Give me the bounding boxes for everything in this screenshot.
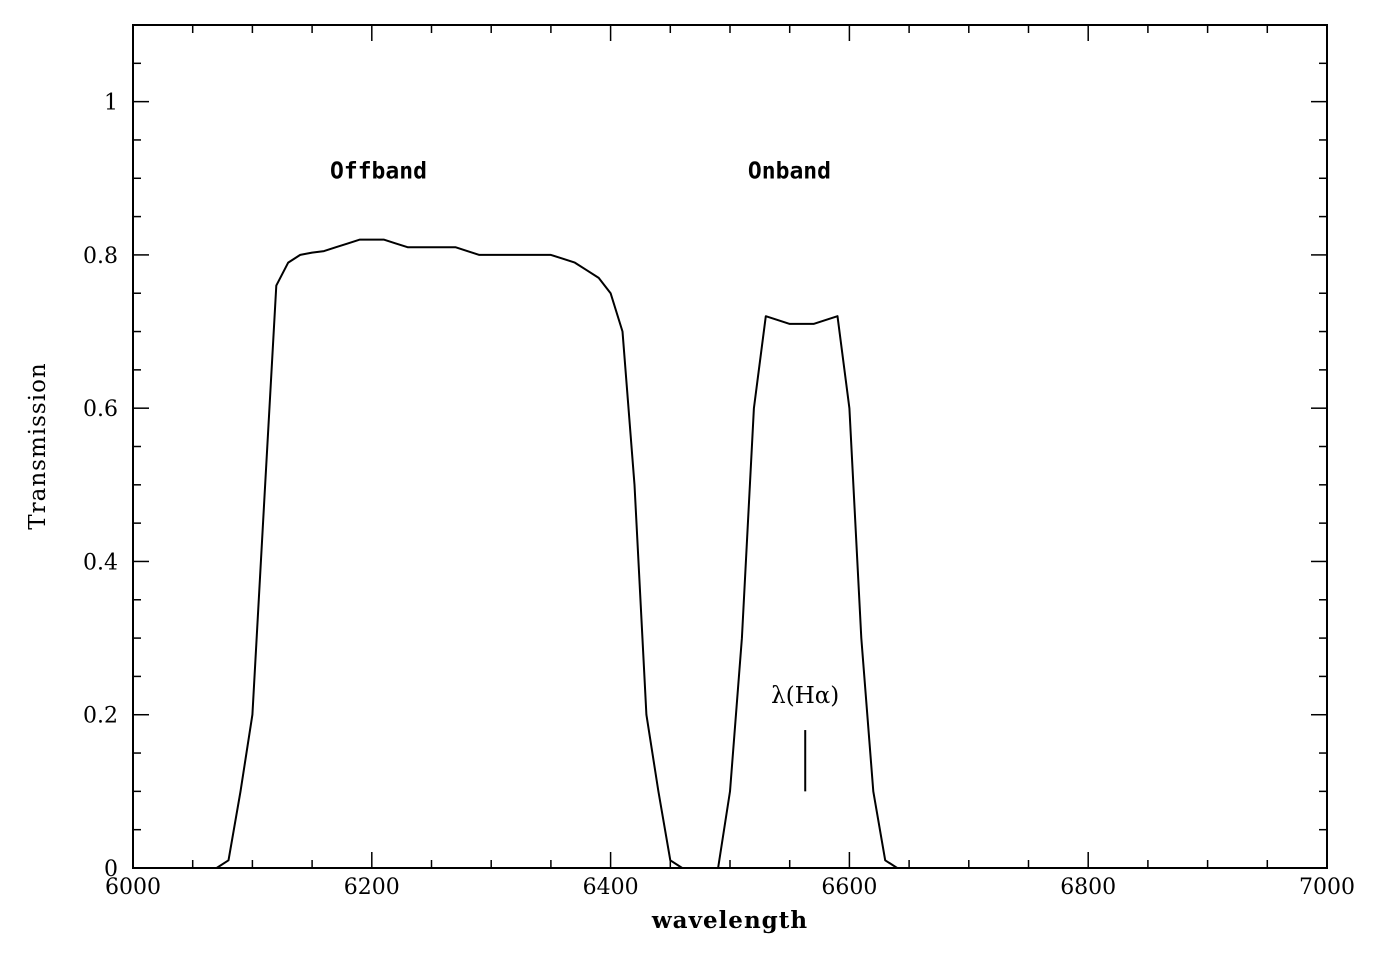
y-tick-label: 0 <box>104 857 118 882</box>
x-axis-title: wavelength <box>651 907 808 934</box>
x-tick-label: 6400 <box>583 875 639 900</box>
band-label-onband: Onband <box>748 158 831 184</box>
x-tick-label: 6000 <box>105 875 161 900</box>
annotation-layer: Offband Onband λ(Hα) <box>330 158 839 709</box>
y-tick-label: 0.6 <box>83 397 118 422</box>
axis-ticks <box>132 24 1328 869</box>
band-label-offband: Offband <box>330 158 427 184</box>
y-tick-label: 1 <box>104 91 118 116</box>
y-tick-label: 0.8 <box>83 244 118 269</box>
x-tick-label: 6600 <box>821 875 877 900</box>
y-tick-label: 0.4 <box>83 550 118 575</box>
y-axis-title: Transmission <box>25 362 51 529</box>
x-tick-label: 7000 <box>1299 875 1355 900</box>
x-tick-label: 6800 <box>1060 875 1116 900</box>
series-line-onband <box>694 315 898 869</box>
series-line-offband <box>216 238 683 869</box>
y-tick-labels: 0 0.2 0.4 0.6 0.8 1 <box>83 91 118 882</box>
x-tick-label: 6200 <box>344 875 400 900</box>
y-tick-label: 0.2 <box>83 704 118 729</box>
plot-frame <box>132 24 1328 869</box>
x-tick-labels: 6000 6200 6400 6600 6800 7000 <box>105 875 1355 900</box>
h-alpha-label: λ(Hα) <box>771 683 839 709</box>
series-layer <box>216 238 898 869</box>
